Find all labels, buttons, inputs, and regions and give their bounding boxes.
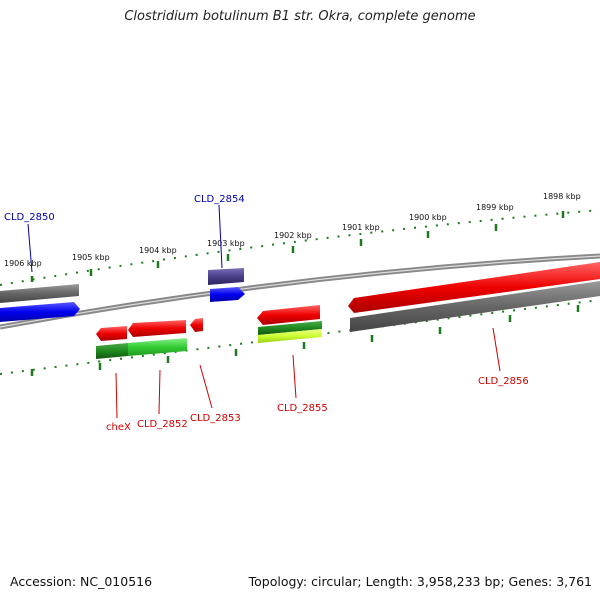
tick-label: 1898 kbp: [543, 192, 581, 201]
gene-feature: [208, 268, 244, 285]
gene-feature: [257, 305, 320, 325]
gene-feature: [210, 287, 245, 302]
gene-label-cld-2856: CLD_2856: [478, 376, 529, 387]
gene-feature: [128, 320, 186, 337]
gene-label-chex: cheX: [106, 422, 131, 433]
tick-label: 1899 kbp: [476, 203, 514, 212]
topology-summary: Topology: circular; Length: 3,958,233 bp…: [248, 574, 592, 589]
gene-feature: [348, 262, 600, 313]
gene-feature: [0, 302, 80, 322]
tick-label: 1906 kbp: [4, 259, 42, 268]
gene-label-cld-2854: CLD_2854: [194, 194, 245, 205]
gene-feature: [96, 326, 127, 341]
gene-label-cld-2853: CLD_2853: [190, 413, 241, 424]
map-title: Clostridium botulinum B1 str. Okra, comp…: [124, 9, 476, 24]
tick-label: 1902 kbp: [274, 231, 312, 240]
gene-feature: [258, 329, 322, 343]
gene-track-outer: [0, 262, 600, 332]
gene-track-inner: [96, 305, 322, 359]
gene-label-cld-2852: CLD_2852: [137, 419, 188, 430]
tick-label: 1901 kbp: [342, 223, 380, 232]
gene-label-cld-2855: CLD_2855: [277, 403, 328, 414]
gene-feature: [350, 281, 600, 332]
tick-labels: 1906 kbp 1905 kbp 1904 kbp 1903 kbp 1902…: [4, 192, 581, 268]
tick-label: 1904 kbp: [139, 246, 177, 255]
gene-feature: [96, 343, 128, 359]
gene-labels: CLD_2850 CLD_2854 cheX CLD_2852 CLD_2853…: [4, 194, 529, 433]
gene-feature: [0, 284, 79, 303]
label-leaders: [27, 204, 501, 419]
lower-ruler: [0, 299, 600, 376]
tick-label: 1905 kbp: [72, 253, 110, 262]
gene-feature: [190, 318, 203, 332]
tick-label: 1900 kbp: [409, 213, 447, 222]
gene-feature: [258, 321, 322, 335]
upper-ruler: [0, 209, 600, 286]
accession-text: Accession: NC_010516: [10, 574, 153, 589]
gene-label-cld-2850: CLD_2850: [4, 212, 55, 223]
tick-label: 1903 kbp: [207, 239, 245, 248]
gene-feature: [128, 338, 187, 356]
